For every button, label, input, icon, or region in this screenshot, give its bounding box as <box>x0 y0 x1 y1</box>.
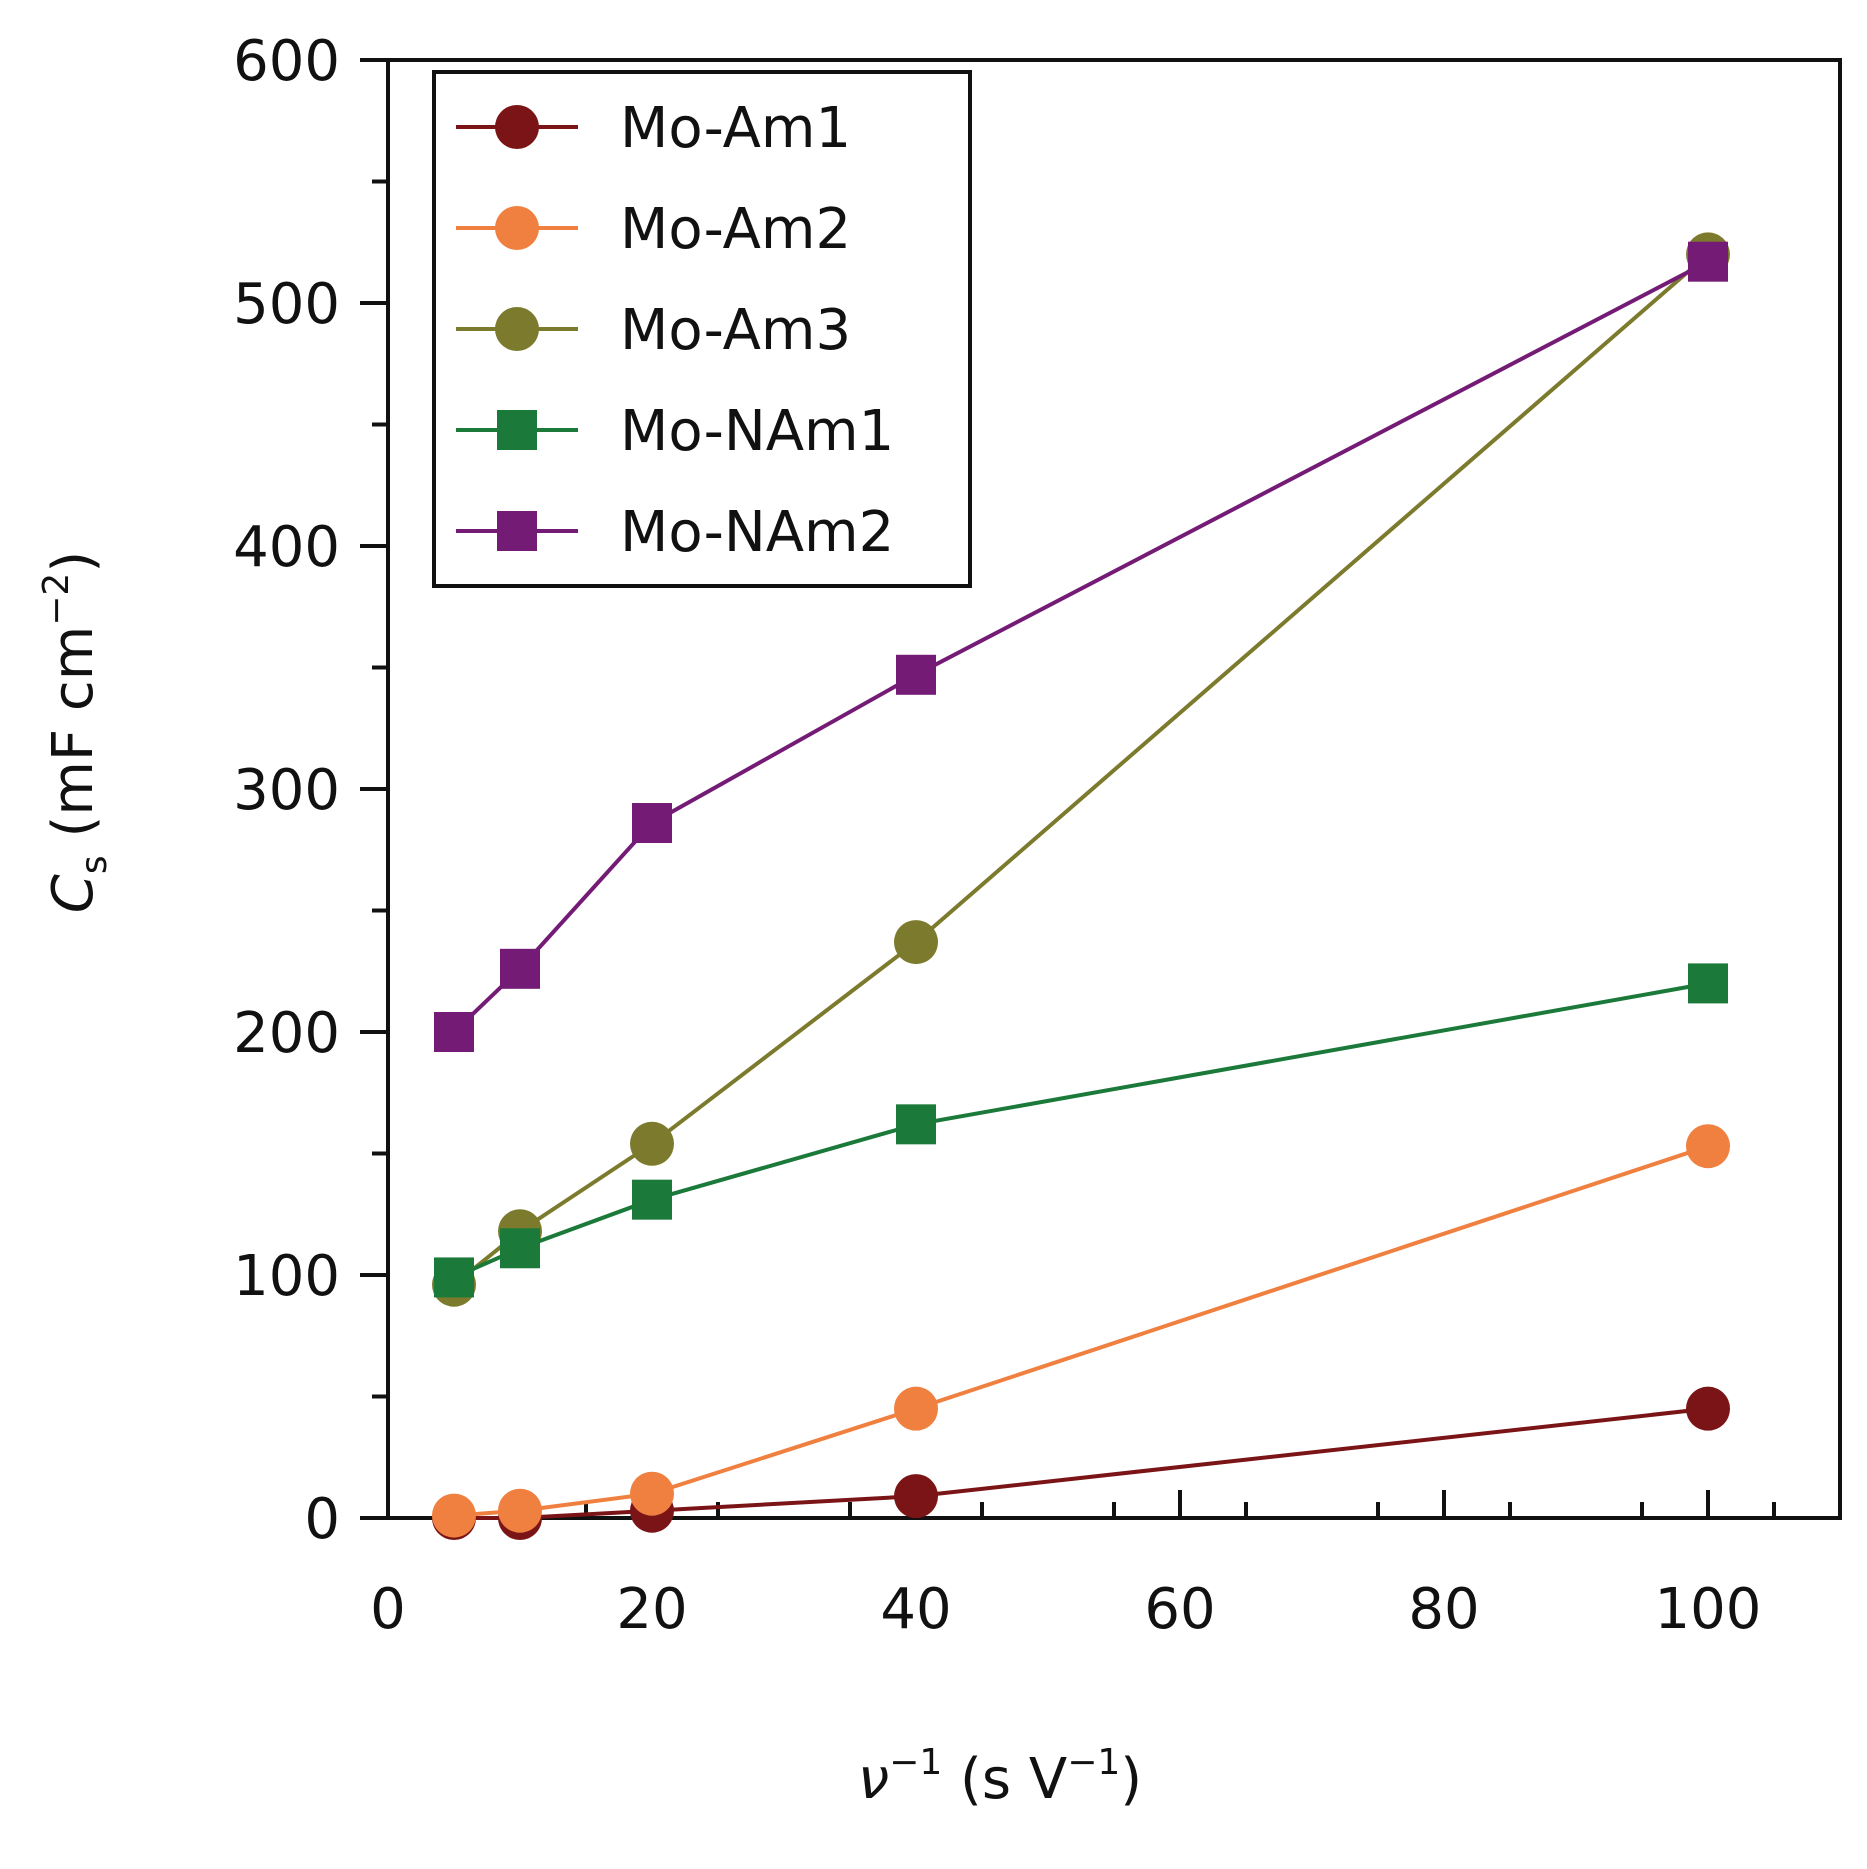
data-point-mo-nam1 <box>434 1257 474 1298</box>
data-point-mo-am2 <box>498 1488 542 1533</box>
series-mo-nam1 <box>434 963 1728 1298</box>
y-axis-symbol-sub: s <box>74 855 115 874</box>
data-point-mo-am3 <box>630 1121 674 1166</box>
legend-label: Mo-Am3 <box>620 298 851 363</box>
legend-marker <box>495 105 539 149</box>
x-axis-symbol-exp: −1 <box>889 1742 942 1783</box>
x-axis-symbol: ν <box>858 1747 889 1812</box>
x-axis-unit: (s V <box>960 1747 1067 1812</box>
y-tick-label: 600 <box>233 29 340 94</box>
legend: Mo-Am1 Mo-Am2 Mo-Am3 Mo-NAm1 Mo-NAm2 <box>432 70 972 588</box>
x-tick-label: 0 <box>370 1577 406 1642</box>
legend-item-mo-nam2: Mo-NAm2 <box>456 500 894 565</box>
legend-marker <box>497 410 537 450</box>
legend-item-mo-am3: Mo-Am3 <box>456 298 851 363</box>
data-point-mo-am2 <box>630 1471 674 1516</box>
y-axis-unit-close: ) <box>41 551 106 573</box>
data-point-mo-am2 <box>432 1493 476 1538</box>
x-tick-label: 60 <box>1144 1577 1215 1642</box>
legend-item-mo-am1: Mo-Am1 <box>456 96 851 161</box>
y-axis-unit-exp: −2 <box>36 573 77 626</box>
legend-marker <box>495 307 539 351</box>
x-tick-label: 100 <box>1655 1577 1762 1642</box>
y-tick-label: 400 <box>233 515 340 580</box>
x-axis-unit-close: ) <box>1120 1747 1142 1812</box>
data-point-mo-nam1 <box>500 1228 540 1269</box>
data-point-mo-nam2 <box>434 1012 474 1052</box>
y-tick-label: 300 <box>233 758 340 823</box>
data-point-mo-nam1 <box>896 1104 936 1145</box>
series-mo-am2 <box>432 1124 1730 1538</box>
data-point-mo-am1 <box>894 1474 938 1519</box>
axis-ticks: 0 20 40 60 80 100 0 100 200 300 400 500 600 <box>233 29 1776 1642</box>
data-point-mo-am2 <box>1686 1124 1730 1169</box>
legend-label: Mo-Am1 <box>620 96 851 161</box>
legend-item-mo-nam1: Mo-NAm1 <box>456 399 894 464</box>
data-point-mo-nam2 <box>632 803 672 844</box>
series-mo-nam2 <box>434 241 1728 1052</box>
y-axis-symbol: C <box>41 874 106 913</box>
legend-label: Mo-NAm1 <box>620 399 894 464</box>
legend-marker <box>497 511 537 551</box>
y-tick-label: 0 <box>304 1487 340 1552</box>
x-axis-title: ν−1 (s V−1) <box>858 1742 1142 1812</box>
x-tick-label: 20 <box>616 1577 687 1642</box>
data-point-mo-am3 <box>894 920 938 965</box>
series-layer <box>432 232 1730 1540</box>
x-tick-label: 40 <box>880 1577 951 1642</box>
y-tick-label: 200 <box>233 1001 340 1066</box>
y-axis-title: Cs (mF cm−2) <box>36 551 115 913</box>
x-axis-unit-exp: −1 <box>1067 1742 1120 1783</box>
data-point-mo-nam2 <box>1688 241 1728 282</box>
x-tick-label: 80 <box>1408 1577 1479 1642</box>
legend-marker <box>495 206 539 250</box>
y-tick-label: 100 <box>233 1244 340 1309</box>
y-axis-unit: (mF cm <box>41 626 106 838</box>
data-point-mo-nam1 <box>1688 963 1728 1004</box>
data-point-mo-nam2 <box>896 654 936 695</box>
data-point-mo-am2 <box>894 1386 938 1431</box>
legend-label: Mo-NAm2 <box>620 500 894 565</box>
data-point-mo-am1 <box>1686 1386 1730 1431</box>
legend-label: Mo-Am2 <box>620 197 851 262</box>
data-point-mo-nam1 <box>632 1179 672 1220</box>
legend-item-mo-am2: Mo-Am2 <box>456 197 851 262</box>
data-point-mo-nam2 <box>500 948 540 989</box>
y-tick-label: 500 <box>233 272 340 337</box>
